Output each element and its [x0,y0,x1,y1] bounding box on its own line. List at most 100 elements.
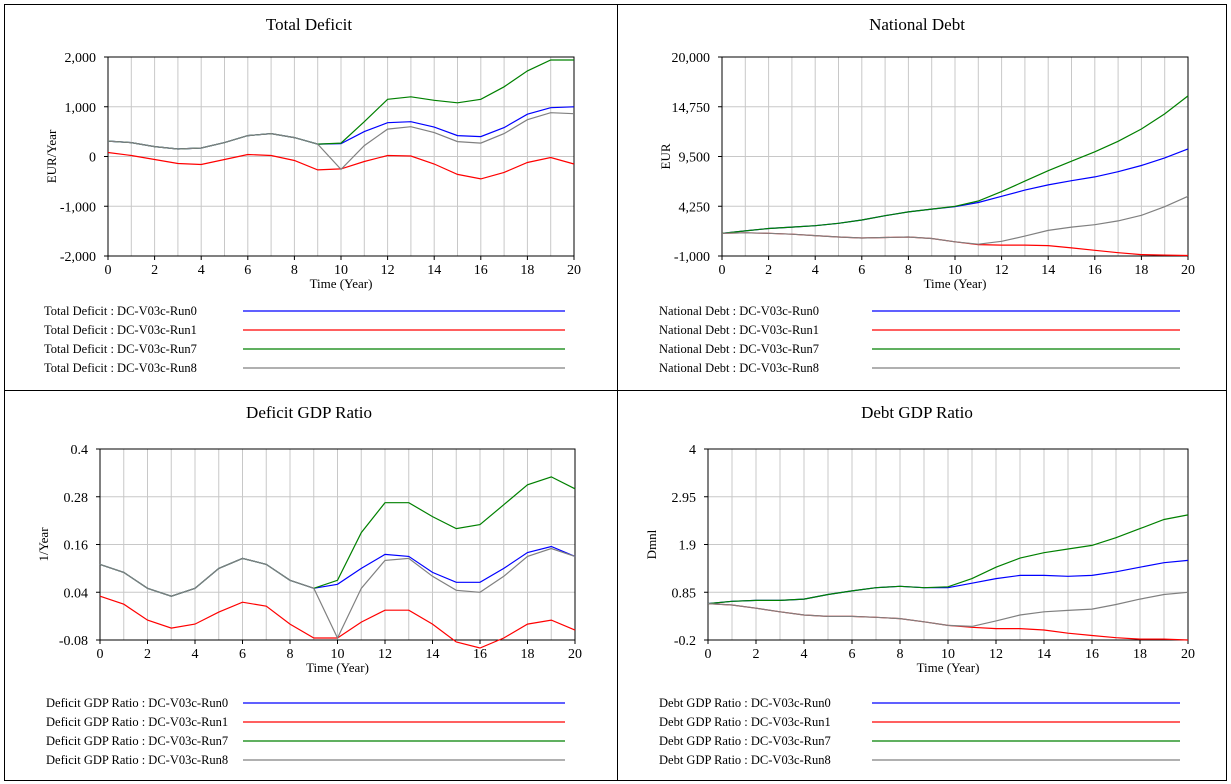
dashboard-grid [4,4,1227,781]
x-tick-label: 6 [849,647,856,662]
x-axis-label: Time (Year) [310,276,373,291]
legend-label: National Debt : DC-V03c-Run0 [659,304,819,318]
x-tick-label: 16 [474,263,488,278]
x-tick-label: 10 [948,263,962,278]
x-tick-label: 8 [897,647,904,662]
x-tick-label: 18 [521,647,535,662]
legend-label: Debt GDP Ratio : DC-V03c-Run0 [659,696,831,710]
chart-title: Total Deficit [266,15,352,34]
x-tick-label: 4 [198,263,205,278]
legend-label: Debt GDP Ratio : DC-V03c-Run1 [659,715,831,729]
y-tick-label: 2,000 [65,51,97,66]
x-tick-label: 0 [105,263,112,278]
x-tick-label: 8 [905,263,912,278]
y-tick-label: -0.08 [59,634,88,649]
y-axis-label: EUR/Year [44,129,59,183]
x-tick-label: 2 [765,263,772,278]
y-tick-label: 1.9 [679,539,697,554]
y-tick-label: -2,000 [60,250,96,265]
x-tick-label: 14 [1037,647,1051,662]
y-axis-label: EUR [658,143,673,169]
y-axis-label: 1/Year [36,527,51,562]
x-tick-label: 4 [192,647,199,662]
x-axis-label: Time (Year) [917,660,980,675]
x-tick-label: 0 [719,263,726,278]
x-tick-label: 12 [989,647,1003,662]
y-tick-label: 4,250 [679,200,711,215]
x-tick-label: 8 [291,263,298,278]
legend-label: National Debt : DC-V03c-Run1 [659,323,819,337]
legend-label: Total Deficit : DC-V03c-Run1 [44,323,197,337]
x-tick-label: 10 [941,647,955,662]
y-tick-label: 9,500 [679,151,711,166]
series-line-2 [721,95,1189,234]
x-tick-label: 8 [287,647,294,662]
y-tick-label: -1,000 [60,200,96,215]
x-tick-label: 6 [239,647,246,662]
x-tick-label: 14 [426,647,440,662]
y-tick-label: -0.2 [674,634,696,649]
y-tick-label: 0.16 [64,539,89,554]
legend-label: Debt GDP Ratio : DC-V03c-Run8 [659,753,831,767]
panel-divider-vertical [617,5,618,780]
y-tick-label: 4 [689,443,696,458]
chart-title: Debt GDP Ratio [861,403,973,422]
y-axis-label: Dmnl [644,529,659,559]
x-tick-label: 2 [151,263,158,278]
y-tick-label: 0.4 [71,443,89,458]
series-line-3 [99,547,576,640]
legend-label: Deficit GDP Ratio : DC-V03c-Run1 [46,715,228,729]
y-tick-label: 0 [89,151,96,166]
x-tick-label: 4 [812,263,819,278]
y-tick-label: 0.28 [64,491,89,506]
x-tick-label: 0 [97,647,104,662]
legend-label: Deficit GDP Ratio : DC-V03c-Run7 [46,734,228,748]
panel-divider-horizontal [5,390,1226,391]
x-tick-label: 6 [858,263,865,278]
x-tick-label: 18 [520,263,534,278]
legend-label: Deficit GDP Ratio : DC-V03c-Run0 [46,696,228,710]
x-tick-label: 20 [567,263,581,278]
x-tick-label: 14 [1041,263,1055,278]
x-tick-label: 12 [378,647,392,662]
legend-label: Total Deficit : DC-V03c-Run0 [44,304,197,318]
x-tick-label: 20 [1181,647,1195,662]
x-tick-label: 16 [1085,647,1099,662]
y-tick-label: 1,000 [65,101,97,116]
legend-label: National Debt : DC-V03c-Run7 [659,342,819,356]
x-tick-label: 16 [473,647,487,662]
chart-title: National Debt [869,15,965,34]
series-line-2 [707,514,1189,605]
y-tick-label: 14,750 [672,101,711,116]
y-tick-label: 2.95 [672,491,697,506]
series-line-3 [707,591,1189,628]
x-tick-label: 6 [244,263,251,278]
y-tick-label: 20,000 [672,51,711,66]
x-tick-label: 20 [1181,263,1195,278]
x-tick-label: 18 [1134,263,1148,278]
x-axis-label: Time (Year) [306,660,369,675]
y-tick-label: 0.04 [64,586,89,601]
legend-label: National Debt : DC-V03c-Run8 [659,361,819,375]
legend-label: Debt GDP Ratio : DC-V03c-Run7 [659,734,831,748]
y-tick-label: -1,000 [674,250,710,265]
x-tick-label: 12 [381,263,395,278]
chart-title: Deficit GDP Ratio [246,403,372,422]
x-tick-label: 14 [427,263,441,278]
x-tick-label: 0 [705,647,712,662]
legend-label: Deficit GDP Ratio : DC-V03c-Run8 [46,753,228,767]
series-line-3 [721,195,1189,245]
legend-label: Total Deficit : DC-V03c-Run8 [44,361,197,375]
x-tick-label: 18 [1133,647,1147,662]
y-tick-label: 0.85 [672,586,697,601]
x-axis-label: Time (Year) [924,276,987,291]
x-tick-label: 10 [334,263,348,278]
series-line-3 [107,112,575,171]
x-tick-label: 20 [568,647,582,662]
x-tick-label: 12 [995,263,1009,278]
x-tick-label: 4 [801,647,808,662]
x-tick-label: 16 [1088,263,1102,278]
x-tick-label: 2 [144,647,151,662]
x-tick-label: 2 [753,647,760,662]
